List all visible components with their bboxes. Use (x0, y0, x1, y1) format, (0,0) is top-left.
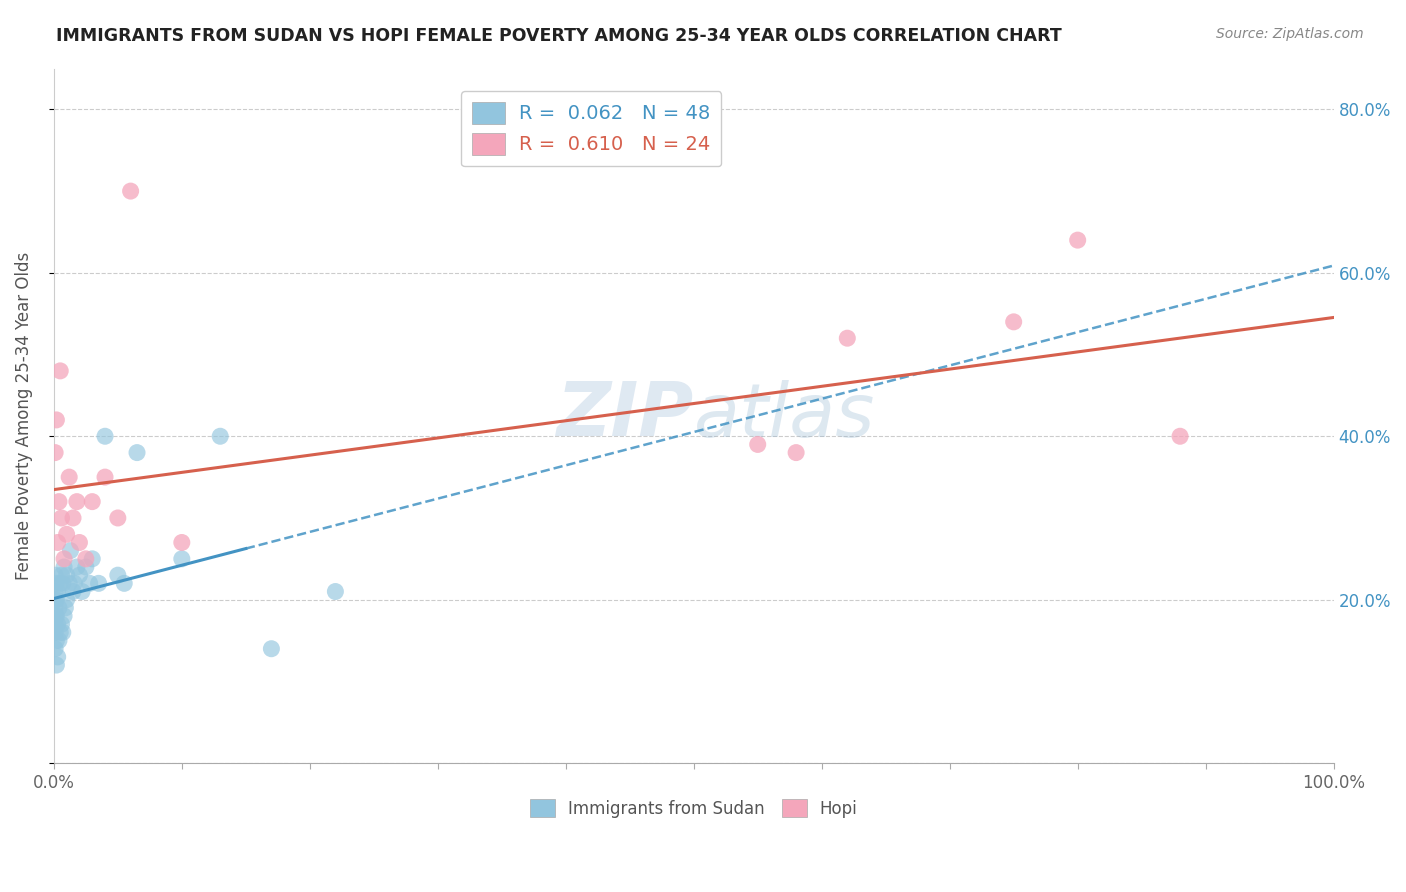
Point (170, 551, 193, 566)
Point (125, 445, 148, 459)
Point (55, 592, 77, 607)
Point (53, 551, 76, 566)
Point (1002, 315, 1025, 329)
Point (82, 494, 104, 508)
Point (67, 535, 90, 549)
Point (55, 527, 77, 541)
Point (46, 584, 69, 599)
Point (94, 470, 117, 484)
Point (44, 592, 66, 607)
Point (747, 437, 769, 451)
Point (120, 184, 142, 198)
Y-axis label: Female Poverty Among 25-34 Year Olds: Female Poverty Among 25-34 Year Olds (15, 252, 32, 580)
Point (107, 568, 129, 582)
Point (44, 609, 66, 624)
Text: Source: ZipAtlas.com: Source: ZipAtlas.com (1216, 27, 1364, 41)
Point (107, 511, 129, 525)
Point (46, 649, 69, 664)
Point (170, 535, 193, 549)
Point (63, 576, 86, 591)
Point (48, 494, 70, 508)
Point (82, 551, 104, 566)
Point (67, 568, 90, 582)
Point (51, 511, 73, 525)
Point (45, 609, 67, 624)
Point (87, 576, 110, 591)
Point (49, 576, 72, 591)
Point (1066, 233, 1088, 247)
Point (53, 560, 76, 574)
Point (45, 592, 67, 607)
Point (49, 364, 72, 378)
Point (325, 584, 347, 599)
Text: IMMIGRANTS FROM SUDAN VS HOPI FEMALE POVERTY AMONG 25-34 YEAR OLDS CORRELATION C: IMMIGRANTS FROM SUDAN VS HOPI FEMALE POV… (56, 27, 1062, 45)
Point (53, 609, 76, 624)
Point (1168, 429, 1191, 443)
Point (209, 429, 232, 443)
Point (46, 617, 69, 632)
Point (53, 600, 76, 615)
Point (62, 511, 84, 525)
Point (75, 551, 97, 566)
Point (55, 568, 77, 582)
Point (49, 625, 72, 640)
Point (66, 494, 89, 508)
Point (79, 576, 101, 591)
Point (44, 568, 66, 582)
Point (52, 576, 75, 591)
Point (59, 543, 82, 558)
Point (48, 600, 70, 615)
Point (66, 560, 89, 574)
Point (45, 658, 67, 673)
Point (44, 617, 66, 632)
Text: ZIP: ZIP (557, 379, 693, 452)
Point (785, 445, 807, 459)
Point (51, 568, 73, 582)
Point (48, 633, 70, 648)
Point (58, 576, 80, 591)
Point (260, 641, 283, 656)
Legend: Immigrants from Sudan, Hopi: Immigrants from Sudan, Hopi (523, 793, 865, 824)
Point (45, 413, 67, 427)
Text: atlas: atlas (693, 380, 875, 452)
Point (45, 633, 67, 648)
Point (837, 331, 859, 345)
Point (44, 641, 66, 656)
Point (51, 617, 73, 632)
Point (112, 576, 135, 591)
Point (70, 584, 93, 599)
Point (45, 576, 67, 591)
Point (44, 600, 66, 615)
Point (58, 470, 80, 484)
Point (46, 535, 69, 549)
Point (75, 560, 97, 574)
Point (44, 625, 66, 640)
Point (62, 584, 84, 599)
Point (94, 429, 117, 443)
Point (44, 445, 66, 459)
Point (44, 584, 66, 599)
Point (52, 625, 75, 640)
